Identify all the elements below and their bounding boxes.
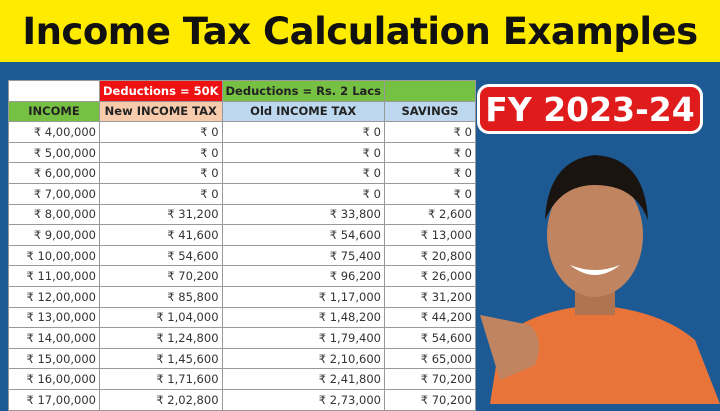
old-tax-cell: ₹ 0 [221, 162, 385, 184]
income-cell: ₹ 6,00,000 [8, 162, 100, 184]
new-tax-cell: ₹ 31,200 [99, 203, 223, 226]
table-row: ₹ 16,00,000 ₹ 1,71,600 ₹ 2,41,800 ₹ 70,200 [8, 368, 476, 390]
old-tax-cell: ₹ 96,200 [221, 265, 385, 287]
group-header-row: Deductions = 50K Deductions = Rs. 2 Lacs [8, 80, 476, 102]
fy-badge: FY 2023-24 [477, 84, 703, 134]
savings-cell: ₹ 2,600 [383, 203, 476, 226]
new-tax-cell: ₹ 70,200 [99, 265, 223, 287]
savings-cell: ₹ 0 [383, 121, 476, 143]
savings-cell: ₹ 54,600 [383, 327, 476, 349]
old-tax-cell: ₹ 0 [221, 182, 385, 205]
table-row: ₹ 9,00,000 ₹ 41,600 ₹ 54,600 ₹ 13,000 [8, 224, 476, 246]
new-tax-cell: ₹ 1,24,800 [99, 327, 223, 349]
savings-cell: ₹ 26,000 [383, 265, 476, 287]
header-new-tax: New INCOME TAX [99, 100, 223, 123]
table-row: ₹ 12,00,000 ₹ 85,800 ₹ 1,17,000 ₹ 31,200 [8, 285, 476, 308]
old-tax-cell: ₹ 2,10,600 [221, 347, 385, 370]
old-tax-cell: ₹ 1,48,200 [221, 306, 385, 329]
new-tax-cell: ₹ 0 [99, 121, 223, 143]
savings-cell: ₹ 13,000 [383, 224, 476, 246]
group-header-old: Deductions = Rs. 2 Lacs [221, 80, 385, 102]
savings-cell: ₹ 0 [383, 141, 476, 164]
presenter-photo [480, 155, 720, 404]
old-tax-cell: ₹ 75,400 [221, 244, 385, 267]
header-old-tax: Old INCOME TAX [221, 100, 385, 123]
savings-cell: ₹ 44,200 [383, 306, 476, 329]
income-cell: ₹ 5,00,000 [8, 141, 100, 164]
group-header-new: Deductions = 50K [99, 80, 223, 102]
savings-cell: ₹ 0 [383, 182, 476, 205]
income-cell: ₹ 17,00,000 [8, 388, 100, 411]
income-cell: ₹ 7,00,000 [8, 182, 100, 205]
savings-cell: ₹ 0 [383, 162, 476, 184]
title-banner: Income Tax Calculation Examples [0, 0, 720, 62]
shirt [490, 305, 720, 404]
income-cell: ₹ 13,00,000 [8, 306, 100, 329]
old-tax-cell: ₹ 2,41,800 [221, 368, 385, 390]
new-tax-cell: ₹ 1,71,600 [99, 368, 223, 390]
table-row: ₹ 17,00,000 ₹ 2,02,800 ₹ 2,73,000 ₹ 70,200 [8, 388, 476, 411]
new-tax-cell: ₹ 41,600 [99, 224, 223, 246]
new-tax-cell: ₹ 54,600 [99, 244, 223, 267]
income-cell: ₹ 10,00,000 [8, 244, 100, 267]
table-row: ₹ 10,00,000 ₹ 54,600 ₹ 75,400 ₹ 20,800 [8, 244, 476, 267]
tax-table: Deductions = 50K Deductions = Rs. 2 Lacs… [8, 80, 476, 411]
savings-cell: ₹ 20,800 [383, 244, 476, 267]
income-cell: ₹ 14,00,000 [8, 327, 100, 349]
savings-cell: ₹ 70,200 [383, 368, 476, 390]
header-row: INCOME New INCOME TAX Old INCOME TAX SAV… [8, 100, 476, 123]
old-tax-cell: ₹ 1,17,000 [221, 285, 385, 308]
income-cell: ₹ 12,00,000 [8, 285, 100, 308]
new-tax-cell: ₹ 0 [99, 182, 223, 205]
group-header-empty [8, 80, 100, 102]
income-cell: ₹ 9,00,000 [8, 224, 100, 246]
table-row: ₹ 5,00,000 ₹ 0 ₹ 0 ₹ 0 [8, 141, 476, 164]
savings-cell: ₹ 31,200 [383, 285, 476, 308]
face [547, 173, 643, 297]
new-tax-cell: ₹ 1,45,600 [99, 347, 223, 370]
new-tax-cell: ₹ 85,800 [99, 285, 223, 308]
page-title: Income Tax Calculation Examples [22, 9, 698, 53]
old-tax-cell: ₹ 0 [221, 121, 385, 143]
table-row: ₹ 4,00,000 ₹ 0 ₹ 0 ₹ 0 [8, 121, 476, 143]
group-header-savings [383, 80, 476, 102]
new-tax-cell: ₹ 0 [99, 141, 223, 164]
table-row: ₹ 13,00,000 ₹ 1,04,000 ₹ 1,48,200 ₹ 44,200 [8, 306, 476, 329]
new-tax-cell: ₹ 2,02,800 [99, 388, 223, 411]
table-row: ₹ 11,00,000 ₹ 70,200 ₹ 96,200 ₹ 26,000 [8, 265, 476, 287]
new-tax-cell: ₹ 0 [99, 162, 223, 184]
table-row: ₹ 15,00,000 ₹ 1,45,600 ₹ 2,10,600 ₹ 65,000 [8, 347, 476, 370]
income-cell: ₹ 4,00,000 [8, 121, 100, 143]
income-cell: ₹ 16,00,000 [8, 368, 100, 390]
old-tax-cell: ₹ 0 [221, 141, 385, 164]
pointing-hand [480, 315, 539, 380]
income-cell: ₹ 11,00,000 [8, 265, 100, 287]
table-row: ₹ 7,00,000 ₹ 0 ₹ 0 ₹ 0 [8, 182, 476, 205]
old-tax-cell: ₹ 2,73,000 [221, 388, 385, 411]
table-row: ₹ 14,00,000 ₹ 1,24,800 ₹ 1,79,400 ₹ 54,600 [8, 327, 476, 349]
new-tax-cell: ₹ 1,04,000 [99, 306, 223, 329]
header-income: INCOME [8, 100, 100, 123]
table-row: ₹ 8,00,000 ₹ 31,200 ₹ 33,800 ₹ 2,600 [8, 203, 476, 226]
old-tax-cell: ₹ 33,800 [221, 203, 385, 226]
income-cell: ₹ 8,00,000 [8, 203, 100, 226]
hair [545, 155, 648, 220]
header-savings: SAVINGS [383, 100, 476, 123]
savings-cell: ₹ 70,200 [383, 388, 476, 411]
old-tax-cell: ₹ 1,79,400 [221, 327, 385, 349]
old-tax-cell: ₹ 54,600 [221, 224, 385, 246]
table-row: ₹ 6,00,000 ₹ 0 ₹ 0 ₹ 0 [8, 162, 476, 184]
income-cell: ₹ 15,00,000 [8, 347, 100, 370]
savings-cell: ₹ 65,000 [383, 347, 476, 370]
